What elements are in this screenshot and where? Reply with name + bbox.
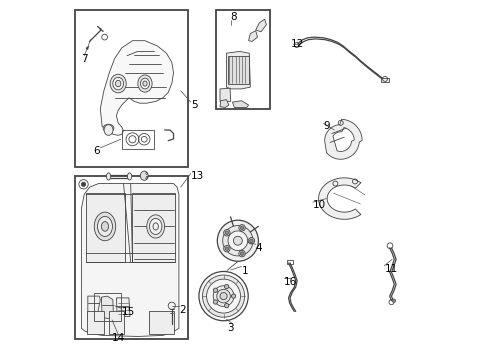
Ellipse shape: [228, 231, 247, 251]
Polygon shape: [117, 298, 130, 316]
Ellipse shape: [222, 226, 253, 256]
Bar: [148, 311, 173, 334]
Ellipse shape: [98, 216, 113, 237]
Bar: [122, 130, 154, 149]
Ellipse shape: [140, 171, 148, 180]
Polygon shape: [81, 184, 179, 337]
Ellipse shape: [141, 78, 149, 89]
Circle shape: [239, 251, 245, 257]
Circle shape: [224, 303, 229, 308]
Circle shape: [248, 238, 255, 244]
Bar: [75, 10, 188, 167]
Ellipse shape: [94, 212, 116, 241]
Bar: [287, 260, 293, 264]
Ellipse shape: [116, 80, 121, 87]
Ellipse shape: [104, 125, 113, 135]
Ellipse shape: [199, 271, 248, 321]
Ellipse shape: [207, 279, 241, 313]
Text: 5: 5: [191, 100, 197, 110]
Polygon shape: [256, 19, 267, 32]
Circle shape: [392, 299, 396, 302]
Ellipse shape: [147, 215, 165, 238]
Text: 2: 2: [179, 305, 186, 315]
Text: 9: 9: [323, 121, 330, 131]
Circle shape: [223, 246, 230, 252]
Circle shape: [213, 288, 218, 292]
Text: 14: 14: [112, 333, 125, 343]
Bar: [75, 176, 188, 339]
Polygon shape: [88, 296, 100, 319]
Polygon shape: [232, 101, 248, 108]
Text: 15: 15: [122, 307, 135, 317]
Text: 12: 12: [291, 39, 304, 49]
Circle shape: [225, 247, 229, 251]
Bar: [132, 193, 175, 262]
Bar: [86, 193, 125, 262]
Polygon shape: [220, 88, 231, 102]
Bar: [87, 311, 104, 334]
Bar: [94, 293, 121, 321]
Ellipse shape: [220, 293, 227, 300]
Ellipse shape: [127, 173, 132, 180]
Polygon shape: [248, 31, 258, 41]
Text: 7: 7: [81, 54, 88, 64]
Ellipse shape: [233, 236, 243, 245]
Circle shape: [213, 300, 218, 304]
Text: 11: 11: [384, 264, 397, 274]
Bar: [109, 311, 123, 334]
Text: 1: 1: [242, 266, 248, 276]
Circle shape: [224, 284, 229, 289]
Circle shape: [223, 230, 230, 236]
Ellipse shape: [103, 124, 114, 132]
Circle shape: [231, 294, 236, 298]
Text: 3: 3: [227, 323, 234, 333]
Ellipse shape: [138, 75, 152, 92]
Ellipse shape: [101, 222, 109, 231]
Polygon shape: [333, 127, 354, 152]
Text: 10: 10: [313, 200, 326, 210]
Text: 6: 6: [94, 146, 100, 156]
Text: 8: 8: [230, 13, 237, 22]
Bar: [381, 78, 390, 82]
Circle shape: [225, 231, 229, 234]
Circle shape: [240, 226, 244, 230]
Ellipse shape: [106, 173, 111, 180]
Circle shape: [81, 182, 86, 186]
Ellipse shape: [110, 74, 126, 93]
Bar: [228, 56, 249, 84]
Polygon shape: [101, 296, 114, 319]
Ellipse shape: [218, 220, 258, 261]
Polygon shape: [100, 41, 173, 135]
Polygon shape: [226, 51, 250, 89]
Ellipse shape: [113, 77, 123, 90]
Ellipse shape: [149, 219, 162, 234]
Circle shape: [249, 239, 253, 243]
Polygon shape: [318, 178, 361, 219]
Circle shape: [240, 252, 244, 256]
Ellipse shape: [202, 275, 245, 317]
Ellipse shape: [217, 289, 230, 303]
Polygon shape: [220, 100, 229, 108]
Polygon shape: [325, 119, 362, 159]
Ellipse shape: [213, 286, 234, 306]
Circle shape: [239, 225, 245, 231]
Bar: [217, 10, 270, 109]
Text: 4: 4: [256, 243, 262, 253]
Ellipse shape: [105, 126, 112, 131]
Text: 13: 13: [191, 171, 204, 181]
Text: 16: 16: [284, 277, 297, 287]
Ellipse shape: [143, 81, 147, 86]
